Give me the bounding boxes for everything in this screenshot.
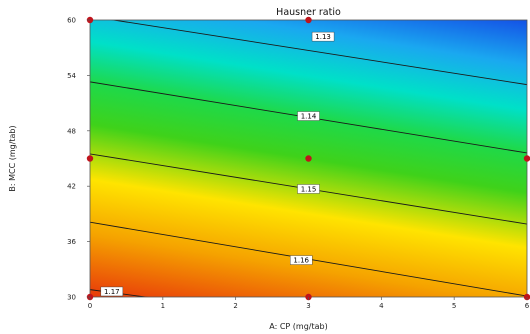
contour-labels: 1.13 1.14 1.15 1.16 1.17: [100, 31, 335, 297]
contour-label-box: [100, 286, 124, 297]
x-tick-label: 0: [88, 302, 92, 310]
x-tick-label: 1: [161, 302, 165, 310]
x-axis: 0 1 2 3 4 5 6: [88, 297, 530, 310]
chart-title: Hausner ratio: [276, 7, 341, 18]
x-axis-title: A: CP (mg/tab): [269, 322, 327, 331]
contour-label-text: 1.16: [293, 257, 309, 265]
x-tick-label: 5: [452, 302, 456, 310]
y-tick-label: 60: [67, 17, 76, 25]
design-point: [86, 155, 94, 162]
contour-label-text: 1.15: [301, 186, 317, 194]
contour-label: 1.14: [297, 111, 320, 121]
contour-label: 1.16: [290, 255, 313, 265]
contour-label-text: 1.17: [104, 288, 120, 296]
y-tick-label: 42: [67, 183, 76, 191]
contour-label: 1.13: [311, 31, 335, 42]
contour-label-box: [297, 184, 320, 194]
design-point: [305, 155, 312, 162]
contour-label-box: [290, 255, 313, 265]
y-tick-label: 36: [67, 238, 76, 246]
y-tick-label: 30: [67, 294, 76, 302]
contour-label: 1.15: [297, 184, 320, 194]
x-tick-label: 4: [379, 302, 384, 310]
design-point: [305, 16, 312, 24]
contour-line: [110, 20, 527, 86]
y-tick-label: 48: [67, 127, 76, 135]
x-tick-label: 6: [525, 302, 530, 310]
y-tick-label: 54: [67, 72, 76, 80]
y-axis: 30 36 42 48 54 60: [67, 17, 90, 302]
contour-label-text: 1.14: [301, 113, 317, 121]
contour-label-box: [297, 111, 320, 121]
contour-label: 1.17: [100, 286, 124, 297]
design-point: [523, 155, 530, 162]
x-tick-label: 3: [306, 302, 310, 310]
y-axis-title: B: MCC (mg/tab): [8, 125, 17, 191]
x-tick-label: 2: [233, 302, 237, 310]
contour-label-box: [311, 31, 335, 42]
contour-label-text: 1.13: [315, 33, 331, 41]
